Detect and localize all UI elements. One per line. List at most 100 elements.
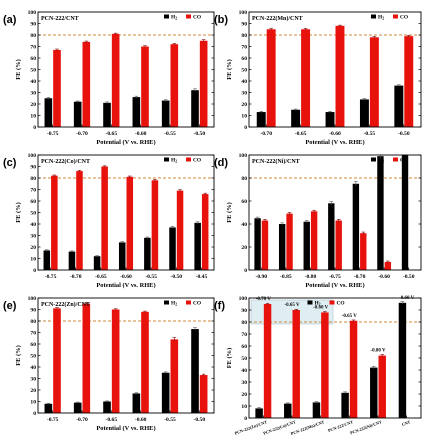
y-axis-label: FE (%) bbox=[15, 59, 22, 79]
y-tick-label: 20 bbox=[241, 392, 247, 398]
y-tick-label: 0 bbox=[244, 268, 247, 274]
bar-co bbox=[141, 46, 149, 127]
bar-h2 bbox=[377, 156, 384, 270]
x-tick-label: -0.70 bbox=[354, 274, 366, 280]
y-tick-label: 10 bbox=[241, 404, 247, 410]
y-axis-label: FE (%) bbox=[15, 345, 22, 365]
x-tick-label: -0.60 bbox=[135, 131, 147, 137]
legend-label: CO bbox=[400, 15, 408, 21]
bar-co bbox=[335, 220, 342, 270]
bar-h2 bbox=[394, 85, 404, 127]
panel-label: (d) bbox=[214, 157, 228, 169]
panel-title: PCN-222(Mn)/CNT bbox=[252, 15, 303, 22]
bar-co bbox=[51, 175, 58, 270]
x-tick-label: -0.80 bbox=[305, 274, 317, 280]
bar-h2 bbox=[328, 203, 335, 270]
bar-co bbox=[335, 25, 345, 127]
x-tick-label: -0.70 bbox=[76, 417, 88, 423]
bar-co bbox=[53, 308, 61, 413]
chart-panel-f: 0102030405060708090100PCN-222(Zn)/CNTPCN… bbox=[214, 296, 422, 436]
bar-h2 bbox=[73, 101, 82, 127]
y-tick-label: 20 bbox=[30, 388, 36, 394]
x-tick-label: -0.55 bbox=[164, 131, 176, 137]
legend-label: H2 bbox=[171, 15, 177, 21]
bar-co bbox=[369, 37, 379, 127]
legend-swatch-co bbox=[329, 300, 335, 305]
y-tick-label: 10 bbox=[30, 257, 36, 263]
bar-h2 bbox=[161, 100, 170, 127]
y-tick-label: 40 bbox=[30, 79, 36, 85]
bar-annotation: -0.60 V bbox=[399, 296, 415, 301]
x-tick-label: -0.70 bbox=[70, 274, 82, 280]
bar-h2 bbox=[169, 227, 176, 270]
y-tick-label: 10 bbox=[30, 400, 36, 406]
y-tick-label: 40 bbox=[30, 222, 36, 228]
bar-co bbox=[82, 303, 91, 413]
y-axis-label: FE (%) bbox=[226, 202, 233, 222]
bar-co bbox=[266, 29, 276, 127]
y-tick-label: 0 bbox=[244, 416, 247, 422]
legend-label: H2 bbox=[378, 158, 384, 164]
y-tick-label: 40 bbox=[241, 79, 247, 85]
panel-label: (a) bbox=[3, 14, 17, 26]
x-tick-label: -0.55 bbox=[145, 274, 157, 280]
x-tick-label: -0.65 bbox=[106, 131, 118, 137]
legend-subscript: 2 bbox=[175, 17, 177, 21]
bar-h2 bbox=[303, 221, 310, 270]
chart-panel-b: 0 10 20 30 40 50 60 70 80 90 100 -0.70 -0.65 -0.60 -0.… bbox=[214, 10, 422, 146]
legend-swatch-h2 bbox=[371, 157, 376, 162]
y-tick-label: 50 bbox=[30, 68, 36, 74]
bar-h2 bbox=[370, 367, 378, 418]
y-tick-label: 20 bbox=[30, 102, 36, 108]
plot-frame bbox=[37, 154, 215, 271]
y-tick-label: 100 bbox=[239, 10, 248, 16]
legend-swatch-h2 bbox=[164, 300, 169, 305]
y-tick-label: 10 bbox=[241, 114, 247, 120]
bar-co bbox=[53, 49, 61, 128]
bar-co bbox=[404, 36, 414, 127]
bar-h2 bbox=[132, 97, 141, 127]
legend-label: H2 bbox=[171, 158, 177, 164]
y-tick-label: 60 bbox=[241, 199, 247, 205]
bar-h2 bbox=[44, 403, 53, 413]
x-tick-label: -0.55 bbox=[164, 417, 176, 423]
panel-label: (b) bbox=[214, 14, 228, 26]
y-tick-label: 80 bbox=[241, 176, 247, 182]
x-tick-label: -0.60 bbox=[329, 131, 341, 137]
y-tick-label: 50 bbox=[30, 211, 36, 217]
y-tick-label: 40 bbox=[241, 368, 247, 374]
legend-swatch-h2 bbox=[307, 300, 313, 305]
legend-label: CO bbox=[336, 301, 344, 307]
bar-co bbox=[321, 312, 329, 418]
x-tick-label: -0.75 bbox=[47, 131, 59, 137]
chart-panel-e: 0 10 20 30 40 50 60 70 80 90 100 -0.75 -0.70 -0.65 -0.… bbox=[3, 296, 215, 432]
bar-h2 bbox=[118, 242, 126, 270]
legend-label: CO bbox=[400, 158, 408, 164]
bar-co bbox=[301, 29, 311, 127]
bar-co bbox=[170, 44, 179, 128]
bar-co bbox=[170, 339, 179, 413]
x-axis-label: Potential (V vs. RHE) bbox=[305, 282, 364, 289]
chart-panel-c: 0 10 20 30 40 50 60 70 80 90 100 -0.75 -0.70 -0.65 -0.… bbox=[3, 153, 215, 289]
bar-co bbox=[201, 194, 209, 270]
x-tick-label: -0.60 bbox=[120, 274, 132, 280]
bar-h2 bbox=[73, 402, 82, 413]
bar-co bbox=[126, 176, 134, 270]
y-tick-label: 80 bbox=[30, 33, 36, 39]
chart-panel-d: 0 20 40 60 80 100 -0.90 -0.85 -0.80 -0.75 -0.70 -0.… bbox=[214, 153, 422, 289]
y-tick-label: 80 bbox=[241, 320, 247, 326]
legend-swatch-co bbox=[393, 157, 398, 162]
bar-annotation: -0.70 V bbox=[256, 297, 272, 302]
bar-annotation: -0.60 V bbox=[313, 305, 329, 310]
x-tick-label: -0.90 bbox=[255, 274, 267, 280]
y-tick-label: 0 bbox=[244, 125, 247, 131]
y-tick-label: 80 bbox=[30, 176, 36, 182]
legend-label: H2 bbox=[171, 301, 177, 307]
bar-h2 bbox=[194, 222, 201, 270]
x-tick-label: CNT bbox=[401, 419, 411, 427]
legend-subscript: 2 bbox=[319, 303, 321, 307]
bar-co bbox=[151, 180, 159, 270]
bar-h2 bbox=[144, 237, 151, 270]
y-tick-label: 70 bbox=[30, 45, 36, 51]
